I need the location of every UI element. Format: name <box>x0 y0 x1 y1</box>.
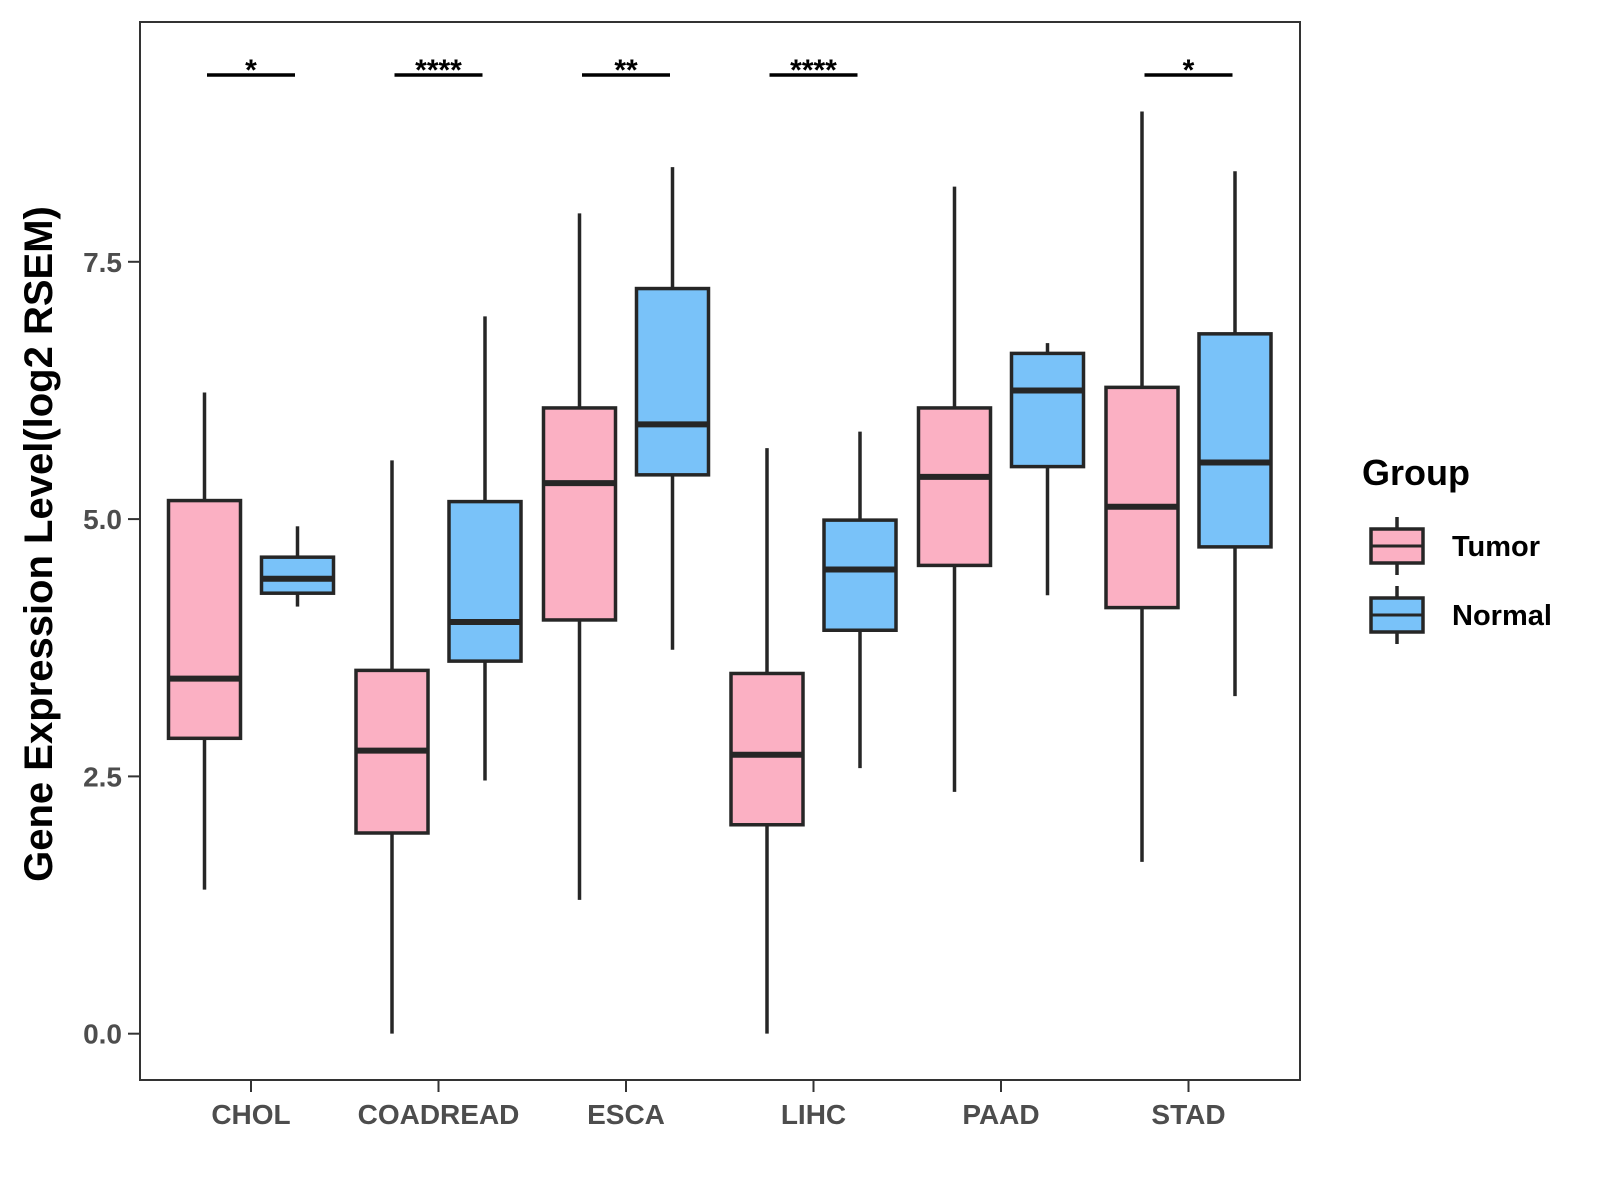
box-tumor-chol <box>166 392 243 890</box>
plot-area: 0.0 2.5 5.0 7.5 CHOL COADREAD ESCA LIHC PAAD STAD… <box>83 21 1301 1130</box>
legend-title: Group <box>1362 452 1470 493</box>
box-normal-coadread <box>447 316 523 781</box>
box-tumor-coadread <box>354 460 430 1034</box>
box-normal-paad <box>1009 343 1086 596</box>
legend-key-tumor <box>1369 517 1425 575</box>
box-body <box>634 286 711 477</box>
significance-label: **** <box>415 54 462 87</box>
y-tick-label: 5.0 <box>83 504 122 535</box>
box-normal-stad <box>1197 171 1273 697</box>
panel-border <box>139 21 1301 1081</box>
box-body <box>729 671 805 827</box>
box-tumor-esca <box>541 213 618 900</box>
box-body <box>541 406 618 622</box>
box-body <box>916 406 993 568</box>
box-body <box>1197 332 1273 549</box>
box-body <box>447 499 523 663</box>
box-normal-esca <box>634 167 711 650</box>
box-tumor-lihc <box>729 448 805 1034</box>
legend: Group Tumor Normal <box>1362 452 1552 644</box>
x-category-label: STAD <box>1151 1099 1225 1130</box>
y-axis-title: Gene Expression Level(log2 RSEM) <box>17 206 61 882</box>
x-category-label: LIHC <box>781 1099 846 1130</box>
box-body <box>1104 385 1180 610</box>
box-normal-chol <box>259 526 336 607</box>
y-tick-label: 2.5 <box>83 761 122 792</box>
legend-label-normal: Normal <box>1452 600 1552 632</box>
x-category-label: PAAD <box>962 1099 1039 1130</box>
legend-key-normal <box>1369 586 1425 644</box>
significance-label: * <box>245 54 257 87</box>
significance-label: **** <box>790 54 837 87</box>
box-tumor-paad <box>916 186 993 792</box>
y-tick-label: 0.0 <box>83 1019 122 1050</box>
box-body <box>259 555 336 595</box>
box-body <box>822 518 898 632</box>
x-category-label: COADREAD <box>358 1099 520 1130</box>
x-category-label: ESCA <box>587 1099 665 1130</box>
box-normal-lihc <box>822 431 898 769</box>
box-tumor-stad <box>1104 111 1180 862</box>
box-body <box>1009 351 1086 469</box>
y-tick-label: 7.5 <box>83 247 122 278</box>
x-category-label: CHOL <box>211 1099 290 1130</box>
box-body <box>166 498 243 741</box>
significance-label: ** <box>614 54 638 87</box>
legend-label-tumor: Tumor <box>1452 531 1540 563</box>
significance-label: * <box>1183 54 1195 87</box>
